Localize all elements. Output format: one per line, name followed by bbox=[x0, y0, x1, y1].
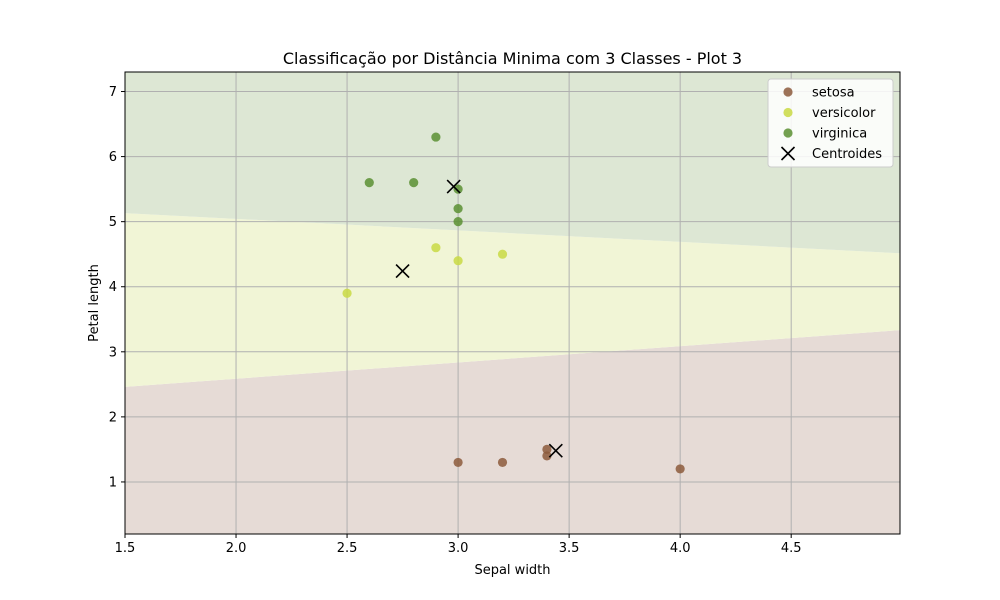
point-versicolor bbox=[453, 256, 463, 266]
legend-box bbox=[767, 78, 894, 168]
x-tick-label: 2.5 bbox=[337, 541, 358, 556]
centroid-stroke bbox=[395, 264, 410, 279]
y-tick-label: 2 bbox=[109, 410, 117, 425]
point-versicolor bbox=[431, 243, 441, 253]
point-virginica bbox=[364, 178, 374, 188]
y-tick-label: 3 bbox=[109, 345, 117, 360]
point-virginica bbox=[431, 132, 441, 142]
plot-frame bbox=[124, 71, 901, 535]
y-axis-label: Petal length bbox=[87, 264, 102, 342]
x-tick-label: 4.0 bbox=[670, 541, 691, 556]
centroid-stroke bbox=[446, 179, 461, 194]
legend-marker-setosa bbox=[783, 87, 793, 97]
x-tick-label: 1.5 bbox=[115, 541, 136, 556]
y-tick-label: 1 bbox=[109, 475, 117, 490]
legend-marker-versicolor bbox=[783, 107, 793, 118]
x-tick-label: 4.5 bbox=[781, 541, 802, 556]
point-setosa bbox=[453, 457, 463, 468]
decision-regions bbox=[125, 72, 900, 534]
centroid-marker bbox=[446, 179, 461, 194]
point-virginica bbox=[409, 178, 419, 188]
point-setosa bbox=[675, 464, 685, 474]
x-axis-ticks: 1.5 2.0 2.5 3.0 3.5 4.0 4.5 bbox=[115, 534, 802, 556]
legend-label: setosa bbox=[812, 86, 855, 101]
point-setosa bbox=[542, 444, 552, 455]
x-tick-label: 3.5 bbox=[559, 541, 580, 556]
centroid-marker bbox=[548, 443, 563, 458]
legend-label: virginica bbox=[812, 127, 867, 142]
legend-label: versicolor bbox=[812, 106, 876, 121]
x-tick-label: 3.0 bbox=[448, 541, 469, 556]
centroid-stroke bbox=[548, 443, 563, 458]
y-tick-label: 5 bbox=[109, 215, 117, 230]
point-virginica bbox=[453, 204, 463, 214]
chart-title: Classificação por Distância Minima com 3… bbox=[283, 49, 742, 68]
legend: setosa versicolor virginica Centroides bbox=[767, 78, 894, 168]
legend-marker-centroid bbox=[780, 146, 796, 161]
region-virginica bbox=[125, 72, 900, 254]
x-axis-label: Sepal width bbox=[474, 563, 550, 578]
x-tick-label: 2.0 bbox=[226, 541, 247, 556]
region-setosa bbox=[125, 330, 900, 534]
y-tick-label: 6 bbox=[109, 150, 117, 165]
centroid-marker bbox=[395, 264, 410, 279]
point-virginica bbox=[453, 217, 463, 227]
point-setosa bbox=[497, 457, 508, 468]
y-tick-label: 7 bbox=[109, 85, 117, 100]
legend-label: Centroides bbox=[812, 147, 882, 162]
legend-marker-virginica bbox=[783, 128, 793, 138]
point-setosa bbox=[542, 451, 552, 461]
point-versicolor bbox=[497, 249, 508, 259]
point-versicolor bbox=[342, 288, 352, 298]
centroid-markers bbox=[395, 179, 563, 458]
data-points bbox=[342, 132, 685, 474]
y-tick-label: 4 bbox=[109, 280, 117, 295]
point-virginica bbox=[453, 184, 463, 194]
legend-marker-stroke bbox=[780, 146, 796, 161]
region-versicolor bbox=[125, 213, 900, 387]
y-axis-ticks: 1 2 3 4 5 6 7 bbox=[109, 85, 125, 490]
